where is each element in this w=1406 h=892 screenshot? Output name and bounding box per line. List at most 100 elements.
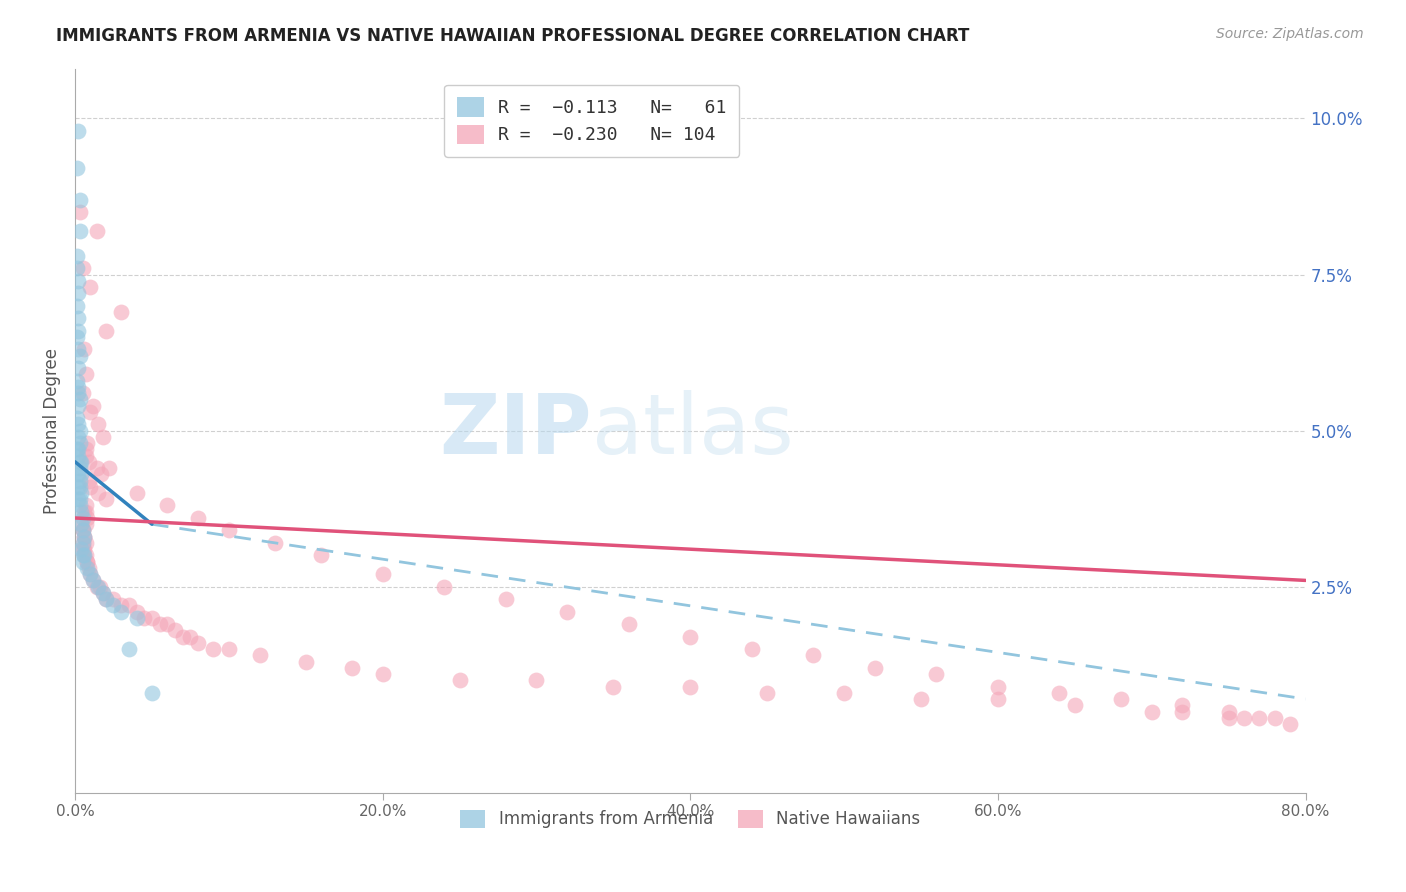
- Point: [72, 549, 94, 563]
- Point: [141, 611, 163, 625]
- Point: [65, 249, 87, 263]
- Point: [79, 405, 101, 419]
- Point: [72, 524, 94, 538]
- Point: [987, 692, 1010, 706]
- Point: [309, 549, 332, 563]
- Point: [72, 536, 94, 550]
- Point: [202, 642, 225, 657]
- Point: [69, 480, 91, 494]
- Point: [70, 505, 93, 519]
- Point: [118, 642, 141, 657]
- Point: [70, 517, 93, 532]
- Point: [73, 505, 96, 519]
- Point: [69, 492, 91, 507]
- Text: IMMIGRANTS FROM ARMENIA VS NATIVE HAWAIIAN PROFESSIONAL DEGREE CORRELATION CHART: IMMIGRANTS FROM ARMENIA VS NATIVE HAWAII…: [56, 27, 970, 45]
- Text: Source: ZipAtlas.com: Source: ZipAtlas.com: [1216, 27, 1364, 41]
- Point: [69, 474, 91, 488]
- Point: [69, 455, 91, 469]
- Point: [340, 661, 363, 675]
- Point: [67, 286, 90, 301]
- Point: [110, 605, 132, 619]
- Point: [1171, 698, 1194, 713]
- Point: [756, 686, 779, 700]
- Point: [125, 486, 148, 500]
- Point: [67, 311, 90, 326]
- Point: [94, 592, 117, 607]
- Point: [76, 561, 98, 575]
- Point: [110, 305, 132, 319]
- Point: [110, 599, 132, 613]
- Point: [495, 592, 517, 607]
- Point: [863, 661, 886, 675]
- Point: [433, 580, 456, 594]
- Point: [75, 549, 97, 563]
- Point: [67, 361, 90, 376]
- Point: [91, 430, 114, 444]
- Point: [371, 667, 394, 681]
- Point: [87, 486, 110, 500]
- Point: [801, 648, 824, 663]
- Point: [87, 417, 110, 432]
- Point: [77, 561, 100, 575]
- Point: [125, 611, 148, 625]
- Point: [86, 224, 108, 238]
- Point: [617, 617, 640, 632]
- Point: [67, 449, 90, 463]
- Point: [72, 386, 94, 401]
- Point: [73, 530, 96, 544]
- Point: [449, 673, 471, 688]
- Point: [103, 599, 125, 613]
- Point: [526, 673, 548, 688]
- Point: [67, 343, 90, 357]
- Point: [187, 511, 209, 525]
- Point: [134, 611, 156, 625]
- Point: [79, 567, 101, 582]
- Point: [86, 580, 108, 594]
- Point: [90, 467, 112, 482]
- Point: [925, 667, 948, 681]
- Point: [76, 436, 98, 450]
- Point: [72, 536, 94, 550]
- Point: [82, 574, 104, 588]
- Point: [76, 511, 98, 525]
- Point: [87, 580, 110, 594]
- Point: [125, 605, 148, 619]
- Point: [91, 586, 114, 600]
- Text: atlas: atlas: [592, 390, 793, 471]
- Point: [218, 524, 240, 538]
- Point: [555, 605, 578, 619]
- Point: [1063, 698, 1085, 713]
- Point: [75, 499, 97, 513]
- Point: [77, 455, 100, 469]
- Point: [70, 517, 93, 532]
- Point: [179, 630, 201, 644]
- Point: [1218, 705, 1240, 719]
- Point: [67, 386, 90, 401]
- Point: [73, 530, 96, 544]
- Point: [67, 380, 90, 394]
- Point: [1171, 705, 1194, 719]
- Point: [72, 555, 94, 569]
- Point: [1233, 711, 1256, 725]
- Point: [1047, 686, 1070, 700]
- Point: [94, 492, 117, 507]
- Point: [69, 205, 91, 219]
- Point: [1140, 705, 1163, 719]
- Point: [67, 492, 90, 507]
- Point: [73, 549, 96, 563]
- Point: [73, 549, 96, 563]
- Point: [163, 624, 186, 638]
- Y-axis label: Professional Degree: Professional Degree: [44, 348, 60, 514]
- Point: [75, 517, 97, 532]
- Point: [75, 505, 97, 519]
- Point: [82, 399, 104, 413]
- Point: [72, 261, 94, 276]
- Point: [91, 586, 114, 600]
- Point: [69, 461, 91, 475]
- Point: [1218, 711, 1240, 725]
- Point: [94, 324, 117, 338]
- Point: [65, 442, 87, 457]
- Point: [76, 555, 98, 569]
- Point: [249, 648, 271, 663]
- Point: [1264, 711, 1286, 725]
